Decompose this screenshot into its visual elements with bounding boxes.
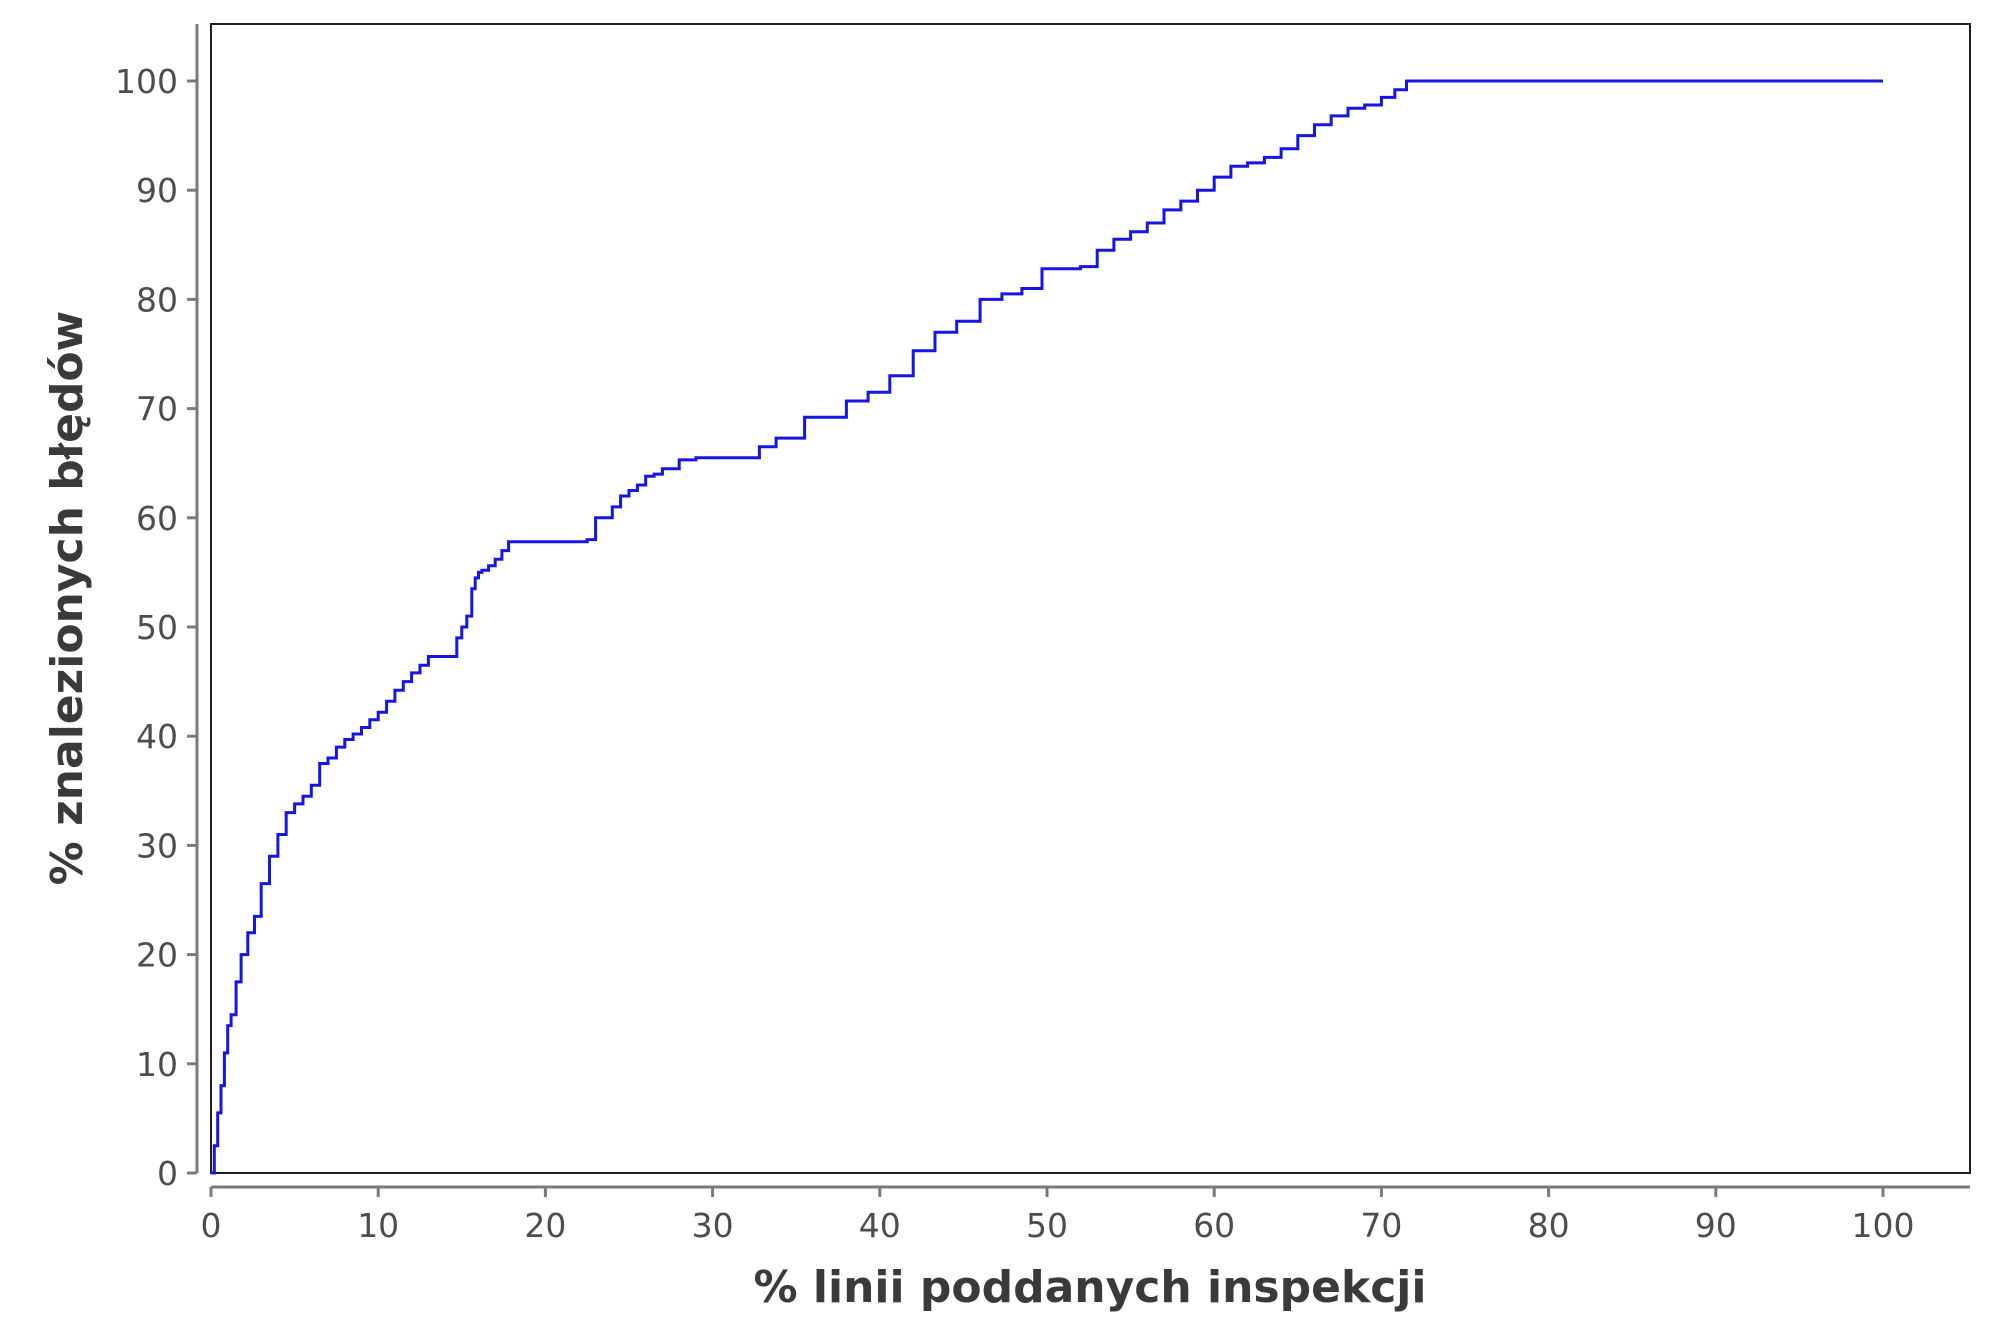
y-axis-title: % znalezionych błędów (42, 311, 93, 886)
plot-panel (210, 23, 1971, 1174)
y-tick-label: 70 (136, 390, 178, 429)
x-tick-label: 20 (524, 1206, 566, 1245)
y-tick-label: 50 (136, 608, 178, 647)
y-tick-label: 10 (136, 1045, 178, 1084)
series-line (211, 79, 1883, 1175)
x-tick-label: 40 (859, 1206, 901, 1245)
x-tick-label: 90 (1695, 1206, 1737, 1245)
y-tick-label: 40 (136, 717, 178, 756)
y-tick-label: 100 (115, 62, 178, 101)
y-tick-label: 30 (136, 826, 178, 865)
y-axis-ticks: 0 10 20 30 40 50 60 70 80 90 100 (115, 62, 197, 1193)
x-tick-label: 10 (357, 1206, 399, 1245)
x-tick-label: 100 (1852, 1206, 1915, 1245)
y-tick-label: 80 (136, 280, 178, 319)
x-axis-ticks: 0 10 20 30 40 50 60 70 80 90 100 (201, 1187, 1915, 1245)
x-tick-label: 70 (1360, 1206, 1402, 1245)
y-tick-label: 90 (136, 171, 178, 210)
x-tick-label: 30 (692, 1206, 734, 1245)
x-tick-label: 80 (1528, 1206, 1570, 1245)
x-tick-label: 60 (1193, 1206, 1235, 1245)
x-axis-title: % linii poddanych inspekcji (754, 1262, 1427, 1313)
y-tick-label: 20 (136, 936, 178, 975)
y-tick-label: 0 (157, 1154, 178, 1193)
x-tick-label: 50 (1026, 1206, 1068, 1245)
x-tick-label: 0 (201, 1206, 222, 1245)
y-tick-label: 60 (136, 499, 178, 538)
